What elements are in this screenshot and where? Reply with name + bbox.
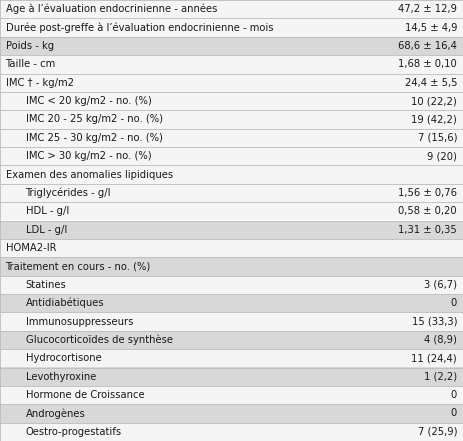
Bar [0,0,463,19]
Bar [0,202,463,220]
Text: 47,2 ± 12,9: 47,2 ± 12,9 [397,4,456,14]
Text: 0,58 ± 0,20: 0,58 ± 0,20 [398,206,456,217]
Text: Glucocorticoïdes de synthèse: Glucocorticoïdes de synthèse [25,335,172,345]
Text: Oestro-progestatifs: Oestro-progestatifs [25,427,121,437]
Bar [0,312,463,331]
Bar [0,331,463,349]
Text: Antidiabétiques: Antidiabétiques [25,298,104,308]
Bar [0,276,463,294]
Bar [0,19,463,37]
Text: 0: 0 [450,408,456,419]
Text: Androgènes: Androgènes [25,408,85,419]
Bar [0,37,463,55]
Bar [0,239,463,257]
Text: 15 (33,3): 15 (33,3) [411,317,456,327]
Text: IMC 25 - 30 kg/m2 - no. (%): IMC 25 - 30 kg/m2 - no. (%) [25,133,162,143]
Text: Traitement en cours - no. (%): Traitement en cours - no. (%) [6,262,150,272]
Bar [0,74,463,92]
Text: 19 (42,2): 19 (42,2) [410,114,456,124]
Text: IMC † - kg/m2: IMC † - kg/m2 [6,78,74,88]
Bar [0,422,463,441]
Bar [0,165,463,184]
Bar [0,110,463,129]
Text: 1,31 ± 0,35: 1,31 ± 0,35 [397,224,456,235]
Text: IMC > 30 kg/m2 - no. (%): IMC > 30 kg/m2 - no. (%) [25,151,151,161]
Text: Triglycérides - g/l: Triglycérides - g/l [25,188,111,198]
Bar [0,129,463,147]
Text: IMC < 20 kg/m2 - no. (%): IMC < 20 kg/m2 - no. (%) [25,96,151,106]
Bar [0,92,463,110]
Text: IMC 20 - 25 kg/m2 - no. (%): IMC 20 - 25 kg/m2 - no. (%) [25,114,162,124]
Text: 10 (22,2): 10 (22,2) [410,96,456,106]
Bar [0,220,463,239]
Text: Age à l’évaluation endocrinienne - années: Age à l’évaluation endocrinienne - année… [6,4,217,15]
Bar [0,349,463,367]
Bar [0,55,463,74]
Text: Hormone de Croissance: Hormone de Croissance [25,390,144,400]
Text: 0: 0 [450,298,456,308]
Text: Examen des anomalies lipidiques: Examen des anomalies lipidiques [6,169,172,179]
Text: 24,4 ± 5,5: 24,4 ± 5,5 [404,78,456,88]
Text: Durée post-greffe à l’évaluation endocrinienne - mois: Durée post-greffe à l’évaluation endocri… [6,22,273,33]
Bar [0,147,463,165]
Bar [0,404,463,422]
Bar [0,386,463,404]
Text: Hydrocortisone: Hydrocortisone [25,353,101,363]
Text: Statines: Statines [25,280,66,290]
Text: 1,68 ± 0,10: 1,68 ± 0,10 [397,59,456,69]
Text: 1,56 ± 0,76: 1,56 ± 0,76 [397,188,456,198]
Bar [0,294,463,312]
Text: 0: 0 [450,390,456,400]
Text: 11 (24,4): 11 (24,4) [411,353,456,363]
Text: Poids - kg: Poids - kg [6,41,54,51]
Text: 68,6 ± 16,4: 68,6 ± 16,4 [397,41,456,51]
Bar [0,367,463,386]
Text: Taille - cm: Taille - cm [6,59,56,69]
Text: 14,5 ± 4,9: 14,5 ± 4,9 [404,22,456,33]
Text: LDL - g/l: LDL - g/l [25,224,67,235]
Text: 7 (15,6): 7 (15,6) [417,133,456,143]
Text: Levothyroxine: Levothyroxine [25,372,96,382]
Text: Immunosuppresseurs: Immunosuppresseurs [25,317,132,327]
Text: 7 (25,9): 7 (25,9) [417,427,456,437]
Text: 3 (6,7): 3 (6,7) [423,280,456,290]
Bar [0,184,463,202]
Text: HDL - g/l: HDL - g/l [25,206,69,217]
Text: 1 (2,2): 1 (2,2) [423,372,456,382]
Text: 9 (20): 9 (20) [426,151,456,161]
Bar [0,257,463,276]
Text: 4 (8,9): 4 (8,9) [423,335,456,345]
Text: HOMA2-IR: HOMA2-IR [6,243,56,253]
